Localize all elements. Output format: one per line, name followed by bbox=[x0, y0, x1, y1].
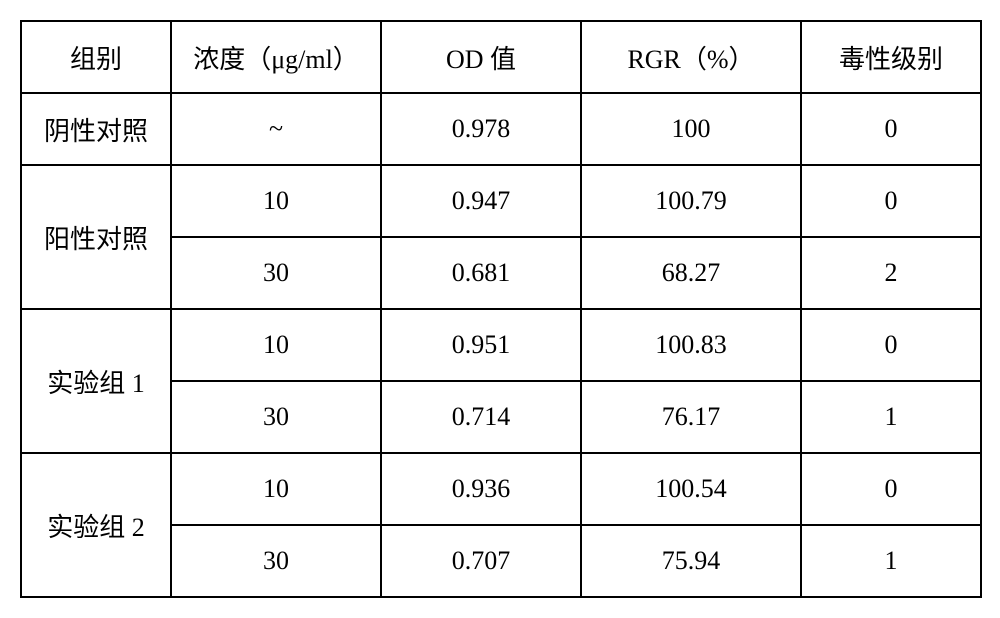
cell-od: 0.951 bbox=[381, 309, 581, 381]
cell-group-name: 阴性对照 bbox=[21, 93, 171, 165]
table-row: 实验组 1 10 0.951 100.83 0 bbox=[21, 309, 981, 381]
col-header-rgr: RGR（%） bbox=[581, 21, 801, 93]
cell-toxicity: 0 bbox=[801, 309, 981, 381]
cell-od: 0.978 bbox=[381, 93, 581, 165]
cell-od: 0.707 bbox=[381, 525, 581, 597]
cell-rgr: 100 bbox=[581, 93, 801, 165]
table-row: 阴性对照 ~ 0.978 100 0 bbox=[21, 93, 981, 165]
cell-toxicity: 1 bbox=[801, 381, 981, 453]
cell-concentration: 10 bbox=[171, 165, 381, 237]
table-header-row: 组别 浓度（μg/ml） OD 值 RGR（%） 毒性级别 bbox=[21, 21, 981, 93]
cell-concentration: 30 bbox=[171, 525, 381, 597]
cell-rgr: 100.79 bbox=[581, 165, 801, 237]
col-header-concentration: 浓度（μg/ml） bbox=[171, 21, 381, 93]
cell-concentration: ~ bbox=[171, 93, 381, 165]
data-table: 组别 浓度（μg/ml） OD 值 RGR（%） 毒性级别 阴性对照 ~ 0.9… bbox=[20, 20, 982, 598]
cell-toxicity: 0 bbox=[801, 165, 981, 237]
cell-group-name: 阳性对照 bbox=[21, 165, 171, 309]
col-header-group: 组别 bbox=[21, 21, 171, 93]
cell-rgr: 76.17 bbox=[581, 381, 801, 453]
cell-toxicity: 2 bbox=[801, 237, 981, 309]
col-header-toxicity: 毒性级别 bbox=[801, 21, 981, 93]
cell-concentration: 30 bbox=[171, 381, 381, 453]
cell-group-name: 实验组 2 bbox=[21, 453, 171, 597]
cell-toxicity: 0 bbox=[801, 93, 981, 165]
cell-rgr: 100.83 bbox=[581, 309, 801, 381]
cell-rgr: 100.54 bbox=[581, 453, 801, 525]
col-header-od: OD 值 bbox=[381, 21, 581, 93]
cell-group-name: 实验组 1 bbox=[21, 309, 171, 453]
cell-rgr: 68.27 bbox=[581, 237, 801, 309]
cell-od: 0.947 bbox=[381, 165, 581, 237]
cell-concentration: 30 bbox=[171, 237, 381, 309]
table-row: 阳性对照 10 0.947 100.79 0 bbox=[21, 165, 981, 237]
cell-concentration: 10 bbox=[171, 309, 381, 381]
cell-rgr: 75.94 bbox=[581, 525, 801, 597]
cell-od: 0.681 bbox=[381, 237, 581, 309]
cell-toxicity: 0 bbox=[801, 453, 981, 525]
table-row: 实验组 2 10 0.936 100.54 0 bbox=[21, 453, 981, 525]
cell-toxicity: 1 bbox=[801, 525, 981, 597]
cell-od: 0.714 bbox=[381, 381, 581, 453]
cell-od: 0.936 bbox=[381, 453, 581, 525]
cell-concentration: 10 bbox=[171, 453, 381, 525]
